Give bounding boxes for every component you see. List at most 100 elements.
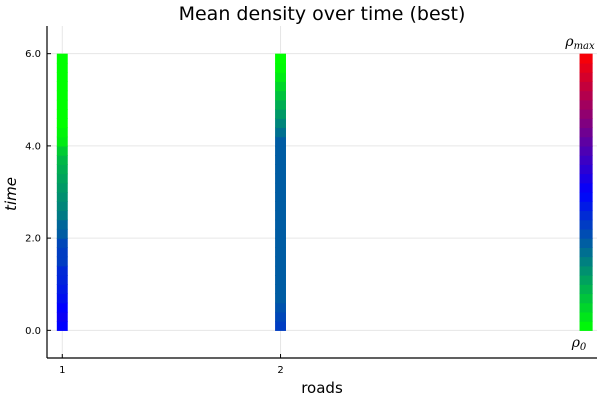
colorbar-cell — [579, 192, 593, 202]
heatmap-cell-road-1 — [56, 302, 68, 313]
heatmap-cell-road-1 — [56, 293, 68, 304]
heatmap-cell-road-2 — [275, 275, 286, 285]
colorbar-cell — [579, 311, 593, 322]
y-tick-label: 6.0 — [25, 49, 41, 60]
colorbar-cell — [579, 173, 593, 184]
heatmap-cell-road-1 — [56, 219, 68, 230]
heatmap-cell-road-1 — [56, 118, 68, 129]
heatmap-cell-road-2 — [275, 99, 286, 110]
heatmap-cell-road-2 — [275, 210, 286, 221]
colorbar-cell — [579, 302, 593, 313]
heatmap-cell-road-1 — [56, 155, 68, 165]
colorbar-cell — [579, 62, 593, 73]
colorbar-cell — [579, 265, 593, 276]
colorbar-cell — [579, 136, 593, 147]
y-tick-label: 0.0 — [25, 326, 41, 337]
heatmap-cell-road-1 — [56, 256, 68, 267]
heatmap-cell-road-2 — [275, 256, 286, 267]
colorbar-cell — [579, 219, 593, 230]
heatmap-cell-road-2 — [275, 90, 286, 101]
heatmap-cell-road-1 — [56, 173, 68, 184]
colorbar-cell — [579, 210, 593, 221]
heatmap-cell-road-1 — [56, 164, 68, 175]
heatmap-cell-road-1 — [56, 109, 68, 119]
heatmap-cell-road-2 — [275, 127, 286, 138]
heatmap-cell-road-2 — [275, 201, 286, 212]
x-tick-label: 1 — [59, 365, 65, 376]
colorbar-cell — [579, 284, 593, 295]
heatmap-cell-road-2 — [275, 182, 286, 193]
heatmap-cell-road-2 — [275, 228, 286, 239]
heatmap-cell-road-2 — [275, 155, 286, 165]
colorbar-cell — [579, 145, 593, 156]
colorbar-cell — [579, 182, 593, 193]
heatmap-cell-road-2 — [275, 81, 286, 92]
colorbar-cell — [579, 321, 593, 331]
heatmap-cell-road-1 — [56, 145, 68, 156]
heatmap-cell-road-1 — [56, 99, 68, 110]
heatmap-cell-road-1 — [56, 127, 68, 138]
colorbar-cell — [579, 238, 593, 248]
colorbar-cell — [579, 72, 593, 82]
colorbar-cell — [579, 155, 593, 165]
colorbar-cell — [579, 53, 593, 64]
heatmap-cell-road-2 — [275, 192, 286, 202]
colorbar-cell — [579, 256, 593, 267]
heatmap-cell-road-1 — [56, 81, 68, 92]
heatmap-cell-road-1 — [56, 321, 68, 331]
heatmap-cell-road-1 — [56, 201, 68, 212]
heatmap-cell-road-2 — [275, 321, 286, 331]
colorbar-cell — [579, 247, 593, 258]
x-tick-label: 2 — [277, 365, 283, 376]
heatmap-cell-road-1 — [56, 182, 68, 193]
heatmap-cell-road-1 — [56, 72, 68, 82]
colorbar-cell — [579, 118, 593, 129]
heatmap-cell-road-2 — [275, 62, 286, 73]
colorbar-cell — [579, 127, 593, 138]
colorbar-cell — [579, 275, 593, 285]
heatmap-cell-road-2 — [275, 265, 286, 276]
heatmap-cell-road-1 — [56, 265, 68, 276]
colorbar-max-label: ρmax — [564, 34, 595, 52]
colorbar-cell — [579, 293, 593, 304]
colorbar-cell — [579, 81, 593, 92]
heatmap-cell-road-1 — [56, 228, 68, 239]
heatmap-cell-road-1 — [56, 62, 68, 73]
heatmap-cell-road-2 — [275, 109, 286, 119]
colorbar-min-subscript: 0 — [580, 342, 587, 353]
colorbar-max-subscript: max — [574, 41, 595, 52]
colorbar-cell — [579, 109, 593, 119]
colorbar-min-label: ρ0 — [571, 335, 587, 353]
heatmap-cell-road-1 — [56, 90, 68, 101]
colorbar-cell — [579, 164, 593, 175]
heatmap-cell-road-2 — [275, 293, 286, 304]
heatmap-cell-road-2 — [275, 173, 286, 184]
heatmap-cell-road-2 — [275, 145, 286, 156]
heatmap-cell-road-1 — [56, 275, 68, 285]
heatmap-cell-road-1 — [56, 311, 68, 322]
heatmap-cell-road-1 — [56, 136, 68, 147]
heatmap-cell-road-2 — [275, 238, 286, 248]
colorbar-cell — [579, 99, 593, 110]
heatmap-cell-road-1 — [56, 247, 68, 258]
heatmap-cell-road-2 — [275, 311, 286, 322]
tick-labels: 0.0 2.0 4.0 6.0 1 2 — [25, 49, 284, 376]
heatmap-cell-road-2 — [275, 72, 286, 82]
heatmap-cell-road-2 — [275, 219, 286, 230]
y-tick-label: 4.0 — [25, 141, 41, 152]
colorbar-cell — [579, 228, 593, 239]
axes — [46, 26, 597, 359]
heatmap-cell-road-1 — [56, 53, 68, 64]
heatmap-cell-road-1 — [56, 192, 68, 202]
heatmap-cell-road-2 — [275, 136, 286, 147]
colorbar-cell — [579, 90, 593, 101]
grid — [47, 26, 597, 358]
y-tick-label: 2.0 — [25, 234, 41, 245]
y-axis-label: time — [2, 177, 20, 211]
x-axis-label: roads — [301, 379, 343, 397]
heatmap-cell-road-2 — [275, 284, 286, 295]
heatmap-cells — [56, 53, 593, 331]
colorbar-cell — [579, 201, 593, 212]
heatmap-cell-road-2 — [275, 118, 286, 129]
